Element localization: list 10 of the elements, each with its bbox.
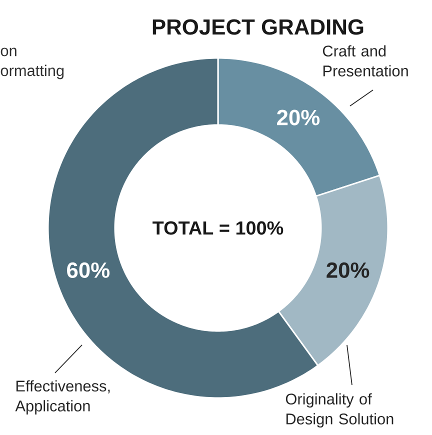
data-label: 60% xyxy=(66,262,110,278)
text: TOTAL = 100% xyxy=(152,221,284,235)
chart-title: PROJECT GRADING xyxy=(152,19,364,35)
text: ormatting xyxy=(0,64,64,80)
slice-label: Craft and Presentation xyxy=(322,45,408,76)
data-label: 20% xyxy=(326,262,370,278)
slice-label: Originality of Design Solution xyxy=(286,393,394,428)
text: on xyxy=(0,48,16,56)
data-label: 20% xyxy=(276,110,320,126)
slice-label: Effectiveness, Application xyxy=(15,380,110,415)
